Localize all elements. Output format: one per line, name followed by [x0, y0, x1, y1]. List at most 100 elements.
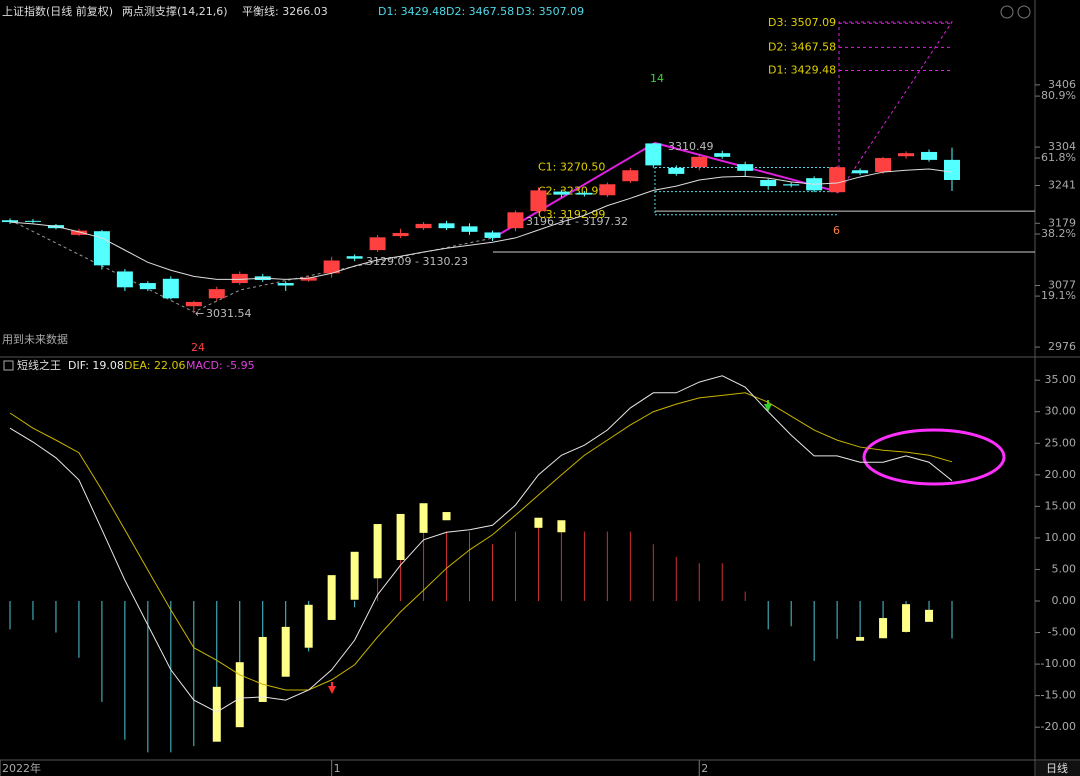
candle-body [484, 232, 501, 238]
y-tick-label: 15.00 [1045, 499, 1077, 512]
period-box[interactable] [1036, 761, 1080, 776]
signal-bar [419, 503, 428, 533]
y-tick-label: 3304 [1048, 140, 1076, 153]
signal-bar [396, 513, 405, 560]
candle-body [714, 153, 731, 157]
candle-body [576, 192, 593, 195]
candle-body [668, 167, 685, 174]
y-tick-label: -10.00 [1041, 657, 1076, 670]
candle-body [231, 273, 248, 284]
fib-tick-label: 38.2% [1041, 227, 1076, 240]
fib-tick-label: 19.1% [1041, 289, 1076, 302]
y-tick-label: 3406 [1048, 78, 1076, 91]
target: D2: 3467.58 [446, 5, 514, 18]
candle-body [369, 237, 386, 251]
candle-body [507, 212, 524, 229]
y-tick-label: 3179 [1048, 216, 1076, 229]
candle-body [921, 151, 938, 160]
candle-body [323, 260, 340, 274]
signal-bar [925, 609, 934, 622]
dea-line [9, 392, 953, 691]
candle-body [737, 164, 754, 171]
candle-body [346, 256, 363, 259]
candle-body [300, 277, 317, 281]
projection [838, 21, 953, 193]
d-level-label: D1: 3429.48 [768, 64, 836, 77]
signal-bar [212, 686, 221, 742]
annotation: 3129.09 - 3130.23 [366, 255, 468, 268]
ma-line [9, 168, 953, 280]
y-tick-label: 25.00 [1045, 436, 1077, 449]
y-tick-label: -20.00 [1041, 720, 1076, 733]
y-tick-label: 30.00 [1045, 405, 1077, 418]
target: D3: 3507.09 [516, 5, 584, 18]
d-level-label: D2: 3467.58 [768, 40, 836, 53]
annotation: 3031.54 [206, 307, 252, 320]
window-button[interactable] [1000, 5, 1014, 19]
signal-bar [442, 512, 451, 521]
candle-body [645, 143, 662, 166]
candle-body [2, 220, 18, 223]
x-tick-label: 1 [334, 762, 341, 775]
annotation-arrow: ← [195, 307, 204, 320]
signal-bar [235, 662, 244, 728]
y-tick-label: -15.00 [1041, 689, 1076, 702]
candle-body [415, 223, 432, 229]
y-tick-label: 3241 [1048, 178, 1076, 191]
indicator-title: 短线之王 [17, 358, 61, 372]
y-tick-label: 10.00 [1045, 531, 1077, 544]
balance-line: 平衡线: 3266.03 [242, 4, 328, 18]
y-tick-label: -5.00 [1048, 626, 1076, 639]
macd-label: MACD: -5.95 [186, 359, 255, 372]
y-tick-label: 2976 [1048, 340, 1076, 353]
c-level-label: C1: 3270.50 [538, 161, 605, 174]
signal-bar [350, 551, 359, 600]
candle-body [829, 167, 846, 193]
candle-body [438, 223, 455, 229]
chart-title: 上证指数(日线 前复权) [2, 4, 113, 18]
window-button[interactable] [1017, 5, 1031, 19]
y-tick-label: 3077 [1048, 278, 1076, 291]
x-tick-label: 2 [701, 762, 708, 775]
candle-body [461, 226, 478, 232]
y-tick-label: 35.00 [1045, 373, 1077, 386]
candle-body [70, 230, 87, 235]
candle-body [24, 220, 41, 222]
y-tick-label: 5.00 [1052, 562, 1077, 575]
count-label: 24 [191, 341, 205, 354]
count-label: 14 [650, 72, 664, 85]
candle-body [783, 184, 800, 186]
fib-tick-label: 80.9% [1041, 89, 1076, 102]
c-level-label: C3: 3192.99 [538, 208, 605, 221]
candle-body [139, 283, 156, 290]
signal-bar [557, 520, 566, 533]
indicator-name: 两点测支撑(14,21,6) [122, 4, 228, 18]
highlight-circle [862, 428, 1006, 486]
x-tick-label: 2022年 [2, 761, 41, 775]
candle-body [875, 158, 892, 173]
candle-body [530, 190, 547, 212]
y-tick-label: 0.00 [1052, 594, 1077, 607]
candle-body [162, 278, 179, 299]
candle-body [208, 289, 225, 299]
signal-bar [258, 636, 267, 702]
candle-body [277, 283, 294, 286]
candle-body [392, 233, 409, 237]
candle-body [116, 271, 133, 288]
dif-line [9, 375, 953, 713]
signal-bar [304, 604, 313, 648]
candle-body [622, 170, 639, 182]
candle-body [185, 301, 202, 307]
indicator-icon[interactable] [3, 360, 14, 371]
dif-label: DIF: 19.08 [68, 359, 124, 372]
c-level-label: C2: 3230.99 [538, 185, 605, 198]
signal-bar [902, 604, 911, 632]
fib-tick-label: 61.8% [1041, 151, 1076, 164]
signal-bar [879, 618, 888, 639]
count-label: 6 [833, 224, 840, 237]
annotation: 3196.31 - 3197.32 [526, 215, 628, 228]
d-level-label: D3: 3507.09 [768, 16, 836, 29]
signal-bar [373, 524, 382, 579]
signal-bar [534, 517, 543, 528]
